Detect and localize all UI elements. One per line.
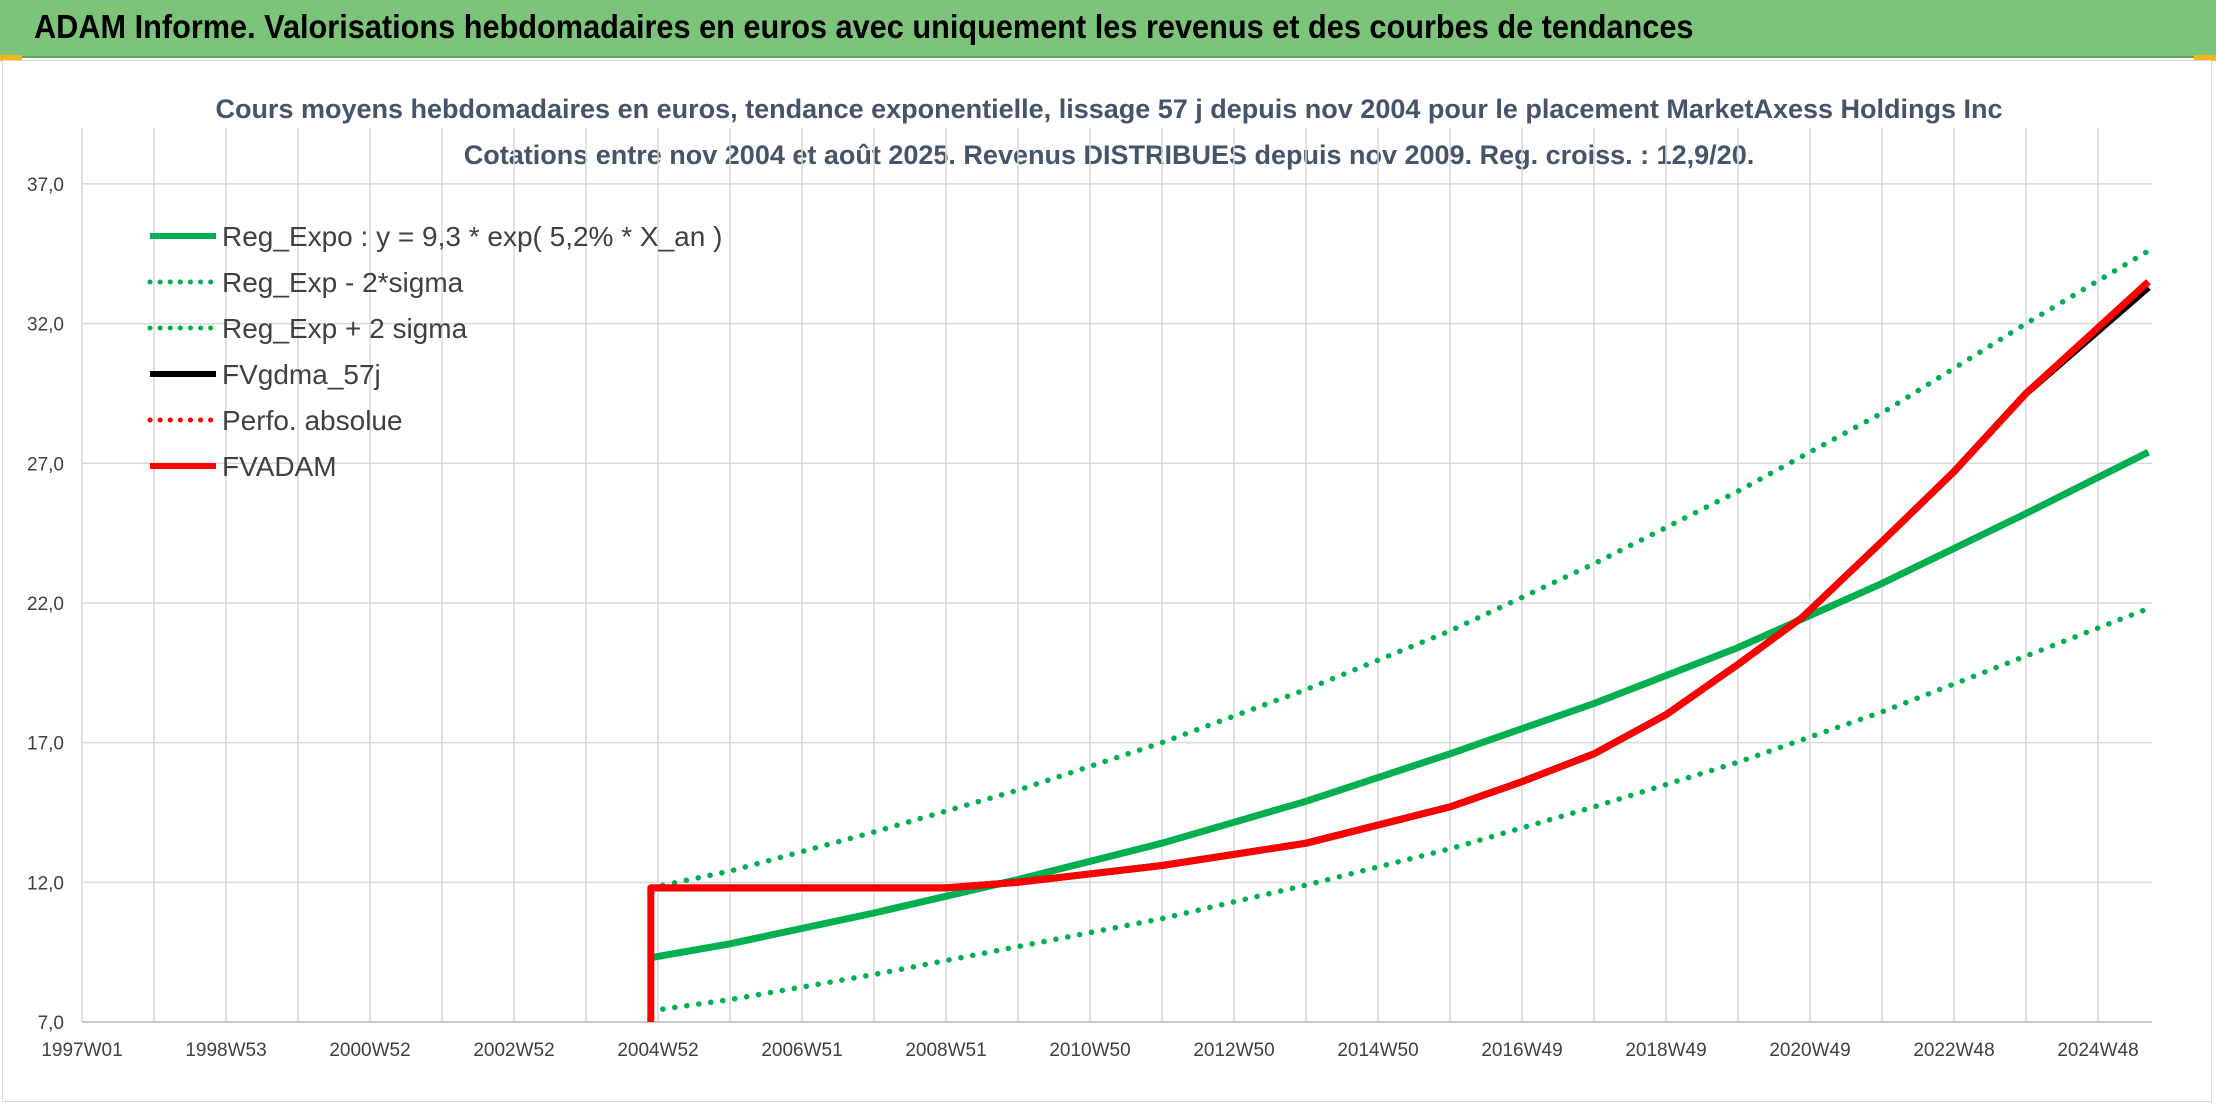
corner-accent-right bbox=[2194, 55, 2216, 61]
legend-label-4: Perfo. absolue bbox=[222, 405, 403, 436]
chart-title: Cours moyens hebdomadaires en euros, ten… bbox=[215, 94, 2002, 124]
legend-label-2: Reg_Exp + 2 sigma bbox=[222, 313, 468, 344]
legend: Reg_Expo : y = 9,3 * exp( 5,2% * X_an ) R… bbox=[147, 221, 722, 482]
series-line-5 bbox=[647, 279, 2151, 1022]
x-tick-label: 2014W50 bbox=[1337, 1040, 1418, 1061]
legend-label-5: FVADAM bbox=[222, 451, 337, 482]
legend-label-1: Reg_Exp - 2*sigma bbox=[222, 267, 464, 298]
report-banner: ADAM Informe. Valorisations hebdomadaire… bbox=[0, 0, 2216, 58]
y-tick-label: 17,0 bbox=[27, 734, 64, 755]
y-tick-label: 37,0 bbox=[27, 175, 64, 196]
x-tick-label: 2022W48 bbox=[1913, 1040, 1994, 1061]
y-tick-label: 22,0 bbox=[27, 594, 64, 615]
x-tick-label: 1998W53 bbox=[185, 1040, 266, 1061]
y-tick-label: 7,0 bbox=[38, 1013, 64, 1034]
x-tick-label: 2016W49 bbox=[1481, 1040, 1562, 1061]
chart-subtitle: Cotations entre nov 2004 et août 2025. R… bbox=[464, 140, 1754, 170]
legend-label-3: FVgdma_57j bbox=[222, 359, 381, 390]
series-line-0 bbox=[650, 448, 2150, 962]
x-tick-label: 2002W52 bbox=[473, 1040, 554, 1061]
x-tick-label: 2008W51 bbox=[905, 1040, 986, 1061]
series-lines bbox=[647, 248, 2152, 1022]
x-tick-label: 1997W01 bbox=[41, 1040, 122, 1061]
x-tick-label: 2018W49 bbox=[1625, 1040, 1706, 1061]
y-tick-label: 32,0 bbox=[27, 315, 64, 336]
grid-lines bbox=[81, 128, 2152, 1023]
series-line-1 bbox=[648, 605, 2152, 1014]
y-axis-ticks: 7,0 12,0 17,0 22,0 27,0 32,0 37,0 bbox=[27, 175, 64, 1034]
x-axis-ticks: 1997W01 1998W53 2000W52 2002W52 2004W52 2006W… bbox=[41, 1040, 2138, 1061]
y-tick-label: 27,0 bbox=[27, 454, 64, 475]
chart-frame bbox=[2, 60, 2212, 1102]
x-tick-label: 2004W52 bbox=[617, 1040, 698, 1061]
report-title: ADAM Informe. Valorisations hebdomadaire… bbox=[34, 8, 1694, 45]
x-tick-label: 2020W49 bbox=[1769, 1040, 1850, 1061]
x-tick-label: 2010W50 bbox=[1049, 1040, 1130, 1061]
legend-label-0: Reg_Expo : y = 9,3 * exp( 5,2% * X_an ) bbox=[222, 221, 722, 252]
x-tick-label: 2006W51 bbox=[761, 1040, 842, 1061]
series-line-3 bbox=[650, 284, 2151, 892]
x-tick-label: 2000W52 bbox=[329, 1040, 410, 1061]
corner-accent-left bbox=[0, 55, 22, 61]
series-line-2 bbox=[648, 248, 2152, 891]
x-tick-label: 2012W50 bbox=[1193, 1040, 1274, 1061]
x-tick-label: 2024W48 bbox=[2057, 1040, 2138, 1061]
y-tick-label: 12,0 bbox=[27, 873, 64, 894]
